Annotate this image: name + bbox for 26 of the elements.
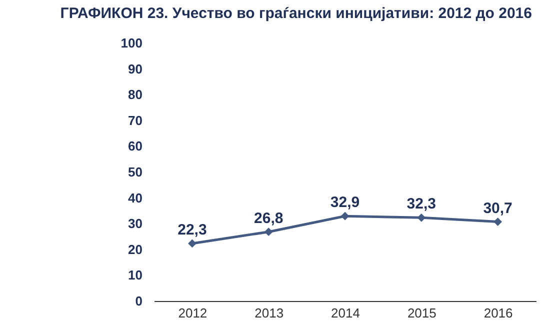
- x-tick-label: 2016: [484, 306, 513, 320]
- chart-title: ГРАФИКОН 23. Учество во граѓански иницијативи: 2012 до 2016: [60, 5, 532, 22]
- data-label: 22,3: [178, 221, 207, 238]
- point: [494, 218, 502, 226]
- y-tick-label: 90: [128, 61, 142, 76]
- y-tick-label: 0: [135, 294, 142, 308]
- y-tick-label: 80: [128, 87, 142, 102]
- data-label: 32,9: [330, 194, 360, 212]
- data-label: 32,3: [406, 196, 436, 213]
- x-tick-label: 2015: [407, 306, 436, 320]
- data-label: 30,7: [483, 200, 512, 217]
- point: [417, 213, 426, 222]
- point: [264, 228, 273, 236]
- y-tick-label: 30: [128, 216, 142, 232]
- y-tick-label: 60: [128, 138, 142, 154]
- y-tick-label: 20: [128, 242, 142, 257]
- x-tick-label: 2012: [178, 306, 208, 320]
- x-tick-label: 2013: [254, 306, 284, 320]
- y-tick-label: 50: [128, 164, 142, 180]
- y-tick-label: 40: [128, 190, 142, 206]
- y-tick-label: 10: [128, 268, 142, 283]
- y-tick-label: 70: [128, 112, 142, 128]
- x-tick-label: 2014: [331, 306, 360, 320]
- point: [188, 239, 196, 248]
- data-label: 26,8: [254, 210, 284, 227]
- y-tick-label: 100: [120, 36, 142, 50]
